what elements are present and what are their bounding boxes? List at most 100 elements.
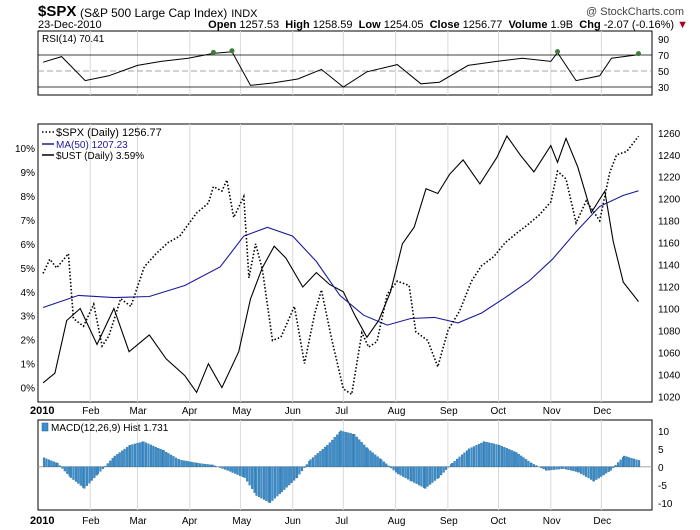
- price-right-tick-label: 1220: [658, 173, 681, 184]
- macd-hist-bar: [248, 466, 251, 486]
- macd-hist-bar: [572, 466, 575, 472]
- rsi-overbought-mark: [229, 48, 235, 54]
- macd-hist-bar: [492, 443, 496, 467]
- macd-hist-bar: [243, 466, 246, 478]
- rsi-overbought-mark: [210, 49, 216, 55]
- macd-hist-bar: [485, 442, 488, 467]
- macd-hist-bar: [390, 466, 393, 469]
- price-left-tick-label: 9%: [21, 168, 36, 179]
- volume-value: 1.9B: [550, 19, 574, 31]
- macd-hist-bar: [255, 466, 258, 496]
- price-left-tick-label: 3%: [21, 312, 36, 323]
- macd-hist-bar: [488, 442, 491, 467]
- price-right-tick-label: 1240: [658, 151, 681, 162]
- price-left-tick-label: 2%: [21, 336, 36, 347]
- macd-xtick-label: 2010: [30, 515, 54, 527]
- macd-hist-bar: [293, 466, 296, 481]
- ohlc-summary: Open 1257.53 High 1258.59 Low 1254.05 Cl…: [208, 19, 688, 31]
- macd-hist-bar: [584, 466, 588, 477]
- macd-hist-bar: [177, 459, 180, 467]
- macd-hist-bar: [72, 466, 75, 480]
- macd-hist-bar: [276, 466, 279, 497]
- macd-hist-bar: [444, 466, 448, 470]
- macd-hist-bar: [410, 466, 413, 482]
- low-label: Low: [358, 19, 381, 31]
- macd-hist-bar: [470, 447, 473, 467]
- macd-hist-bar: [50, 460, 53, 467]
- macd-hist-bar: [437, 466, 440, 478]
- macd-hist-bar: [625, 456, 628, 467]
- macd-hist-bar: [99, 466, 102, 472]
- macd-hist-bar: [96, 466, 99, 475]
- chg-label: Chg: [579, 19, 601, 31]
- macd-hist-bar: [580, 466, 583, 474]
- macd-hist-bar: [460, 454, 464, 467]
- macd-hist-bar: [406, 466, 410, 480]
- price-xtick-label: 2010: [30, 405, 54, 417]
- macd-hist-bar: [303, 466, 306, 468]
- ma50-line: [42, 190, 639, 326]
- macd-tick-label: 5: [658, 445, 664, 456]
- macd-hist-bar: [520, 455, 523, 467]
- macd-hist-bar: [456, 458, 459, 467]
- macd-hist-bar: [167, 453, 170, 467]
- price-left-tick-label: 6%: [21, 240, 36, 251]
- macd-hist-bar: [477, 443, 480, 467]
- macd-hist-bar: [257, 466, 261, 498]
- high-value: 1258.59: [312, 19, 353, 31]
- macd-hist-bar: [402, 466, 405, 477]
- macd-hist-bar: [532, 464, 535, 467]
- ust-legend-label: $UST (Daily) 3.59%: [56, 151, 144, 162]
- macd-hist-bar: [208, 464, 211, 467]
- macd-hist-bar: [58, 465, 61, 467]
- price-right-tick-label: 1160: [658, 239, 680, 250]
- macd-hist-bar: [426, 466, 429, 487]
- macd-hist-bar: [157, 448, 160, 467]
- macd-hist-bar: [165, 451, 168, 467]
- index-name: (S&P 500 Large Cap Index) INDX: [80, 6, 258, 20]
- macd-hist-bar: [557, 466, 560, 470]
- macd-hist-bar: [239, 466, 242, 476]
- macd-hist-bar: [577, 466, 580, 473]
- macd-hist-bar: [632, 458, 636, 467]
- macd-hist-bar: [458, 456, 461, 467]
- macd-xtick-label: Jun: [285, 516, 301, 527]
- macd-hist-bar: [515, 452, 518, 467]
- price-xtick-label: Jun: [285, 406, 301, 417]
- stockcharts-credit: @ StockCharts.com: [586, 6, 684, 18]
- macd-hist-bar: [376, 456, 379, 467]
- price-xtick-label: Jul: [335, 406, 348, 417]
- macd-hist-bar: [574, 466, 577, 472]
- macd-hist-bar: [331, 439, 334, 467]
- price-xtick-label: Aug: [388, 406, 406, 417]
- macd-hist-bar: [635, 459, 638, 467]
- price-panel: 1260 1240 1220 1200 1180 1160 1140 1120 1100 1080…: [15, 123, 681, 417]
- macd-hist-bar: [253, 466, 256, 493]
- price-left-tick-label: 10%: [15, 144, 35, 155]
- price-frame: [37, 123, 653, 403]
- macd-hist-bar: [223, 466, 226, 470]
- macd-hist-bar: [382, 461, 385, 467]
- macd-hist-bar: [66, 466, 69, 474]
- price-xtick-label: Oct: [491, 406, 507, 417]
- price-left-tick-label: 4%: [21, 288, 36, 299]
- macd-hist-bar: [442, 466, 445, 473]
- rsi-tick-label: 30: [658, 83, 670, 94]
- macd-hist-bar: [333, 437, 336, 467]
- rsi-line: [42, 51, 639, 88]
- macd-hist-bar: [623, 455, 626, 467]
- spx-legend-label: $SPX (Daily) 1256.77: [56, 127, 162, 139]
- macd-hist-bar: [500, 446, 503, 467]
- macd-hist-bar: [47, 459, 50, 467]
- macd-hist-bar: [413, 466, 416, 483]
- macd-hist-bar: [85, 466, 88, 486]
- macd-hist-bar: [355, 436, 358, 467]
- macd-hist-bar: [525, 459, 528, 467]
- macd-hist-bar: [424, 466, 427, 489]
- macd-hist-bar: [324, 446, 327, 467]
- macd-hist-bar: [392, 466, 395, 471]
- macd-hist-bar: [121, 450, 124, 467]
- quote-date: 23-Dec-2010: [38, 19, 102, 31]
- macd-hist-bar: [154, 446, 157, 467]
